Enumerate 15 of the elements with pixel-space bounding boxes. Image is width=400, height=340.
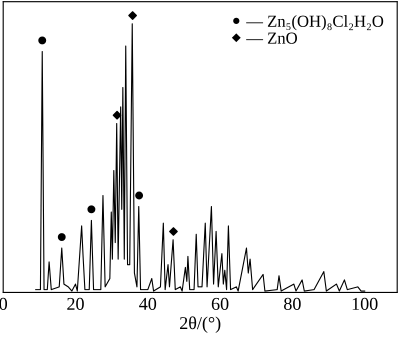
point [58,233,66,241]
point [87,205,96,214]
x-axis-title: 2θ/(°) [180,316,220,333]
x-tick-label: 100 [352,298,378,310]
x-tick-label: 40 [139,298,156,310]
legend-label: — Zn₅(OH)₈Cl₂H₂O [246,15,384,30]
point [112,110,122,120]
x-tick-label: 80 [284,298,301,310]
point [128,11,137,20]
point [135,192,144,200]
point [38,36,46,44]
point [169,227,178,236]
x-tick-label: 20 [67,298,84,310]
x-tick-label: 60 [212,298,228,310]
legend-label: — ZnO [246,32,297,44]
